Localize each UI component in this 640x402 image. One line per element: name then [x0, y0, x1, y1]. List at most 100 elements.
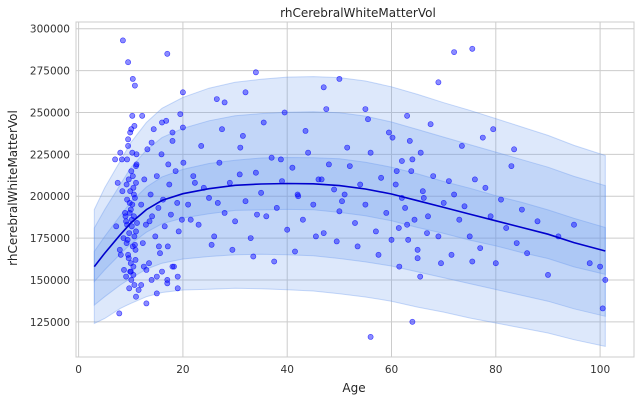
- data-point: [116, 310, 123, 317]
- data-point: [339, 198, 345, 205]
- data-point: [295, 193, 302, 200]
- data-point: [175, 228, 182, 235]
- data-point: [148, 276, 155, 283]
- data-point: [367, 149, 374, 156]
- data-point: [398, 158, 405, 164]
- data-point: [427, 121, 434, 128]
- data-point: [152, 233, 159, 240]
- data-point: [477, 245, 484, 251]
- data-point: [153, 173, 160, 179]
- data-point: [519, 206, 525, 213]
- data-point: [310, 201, 317, 208]
- data-point: [141, 176, 148, 183]
- data-point: [237, 144, 244, 151]
- data-point: [158, 151, 165, 158]
- data-point: [119, 188, 126, 195]
- data-point: [424, 230, 430, 236]
- data-point: [254, 211, 260, 218]
- data-point: [121, 266, 127, 273]
- y-tick-label: 275000: [30, 66, 70, 78]
- scatter-points: [112, 37, 609, 340]
- data-point: [430, 173, 437, 179]
- data-point: [114, 179, 121, 186]
- data-point: [393, 168, 400, 174]
- data-point: [166, 181, 173, 188]
- data-point: [438, 260, 444, 267]
- data-point: [352, 220, 358, 226]
- data-point: [128, 168, 135, 174]
- data-point: [524, 250, 530, 257]
- data-point: [131, 233, 138, 240]
- data-point: [411, 216, 418, 223]
- data-point: [127, 268, 134, 275]
- data-point: [258, 189, 264, 196]
- data-point: [331, 186, 337, 193]
- data-point: [190, 173, 197, 179]
- data-point: [127, 129, 134, 136]
- data-point: [163, 117, 170, 124]
- data-point: [362, 106, 369, 112]
- x-axis-label: Age: [342, 381, 365, 395]
- data-point: [252, 169, 259, 176]
- data-point: [132, 256, 139, 263]
- data-point: [341, 191, 348, 198]
- data-point: [139, 240, 146, 246]
- y-tick-label: 150000: [30, 275, 70, 287]
- data-point: [214, 199, 221, 206]
- data-point: [409, 318, 416, 325]
- data-point: [336, 208, 343, 215]
- data-point: [117, 251, 124, 258]
- data-point: [164, 280, 171, 287]
- band-95pct: [93, 76, 606, 348]
- data-point: [125, 142, 132, 149]
- x-tick-label: 80: [489, 364, 502, 376]
- data-point: [172, 168, 179, 174]
- data-point: [146, 260, 152, 267]
- data-point: [404, 112, 410, 119]
- data-point: [153, 273, 160, 280]
- mean-curve: [93, 182, 606, 268]
- data-point: [129, 76, 136, 82]
- data-point: [372, 228, 379, 235]
- data-point: [159, 119, 165, 126]
- data-point: [571, 221, 577, 228]
- data-point: [277, 156, 284, 163]
- data-point: [503, 225, 510, 231]
- data-point: [174, 199, 181, 206]
- data-point: [133, 163, 139, 169]
- grid: [76, 22, 634, 357]
- data-point: [164, 243, 171, 250]
- data-point: [492, 260, 499, 267]
- data-point: [312, 233, 319, 240]
- data-point: [479, 134, 486, 141]
- data-point: [134, 220, 140, 226]
- y-axis-label: rhCerebralWhiteMatterVol: [6, 110, 20, 266]
- data-point: [174, 285, 181, 292]
- data-point: [320, 84, 327, 91]
- data-point: [140, 263, 147, 270]
- data-point: [133, 151, 140, 158]
- data-point: [138, 282, 145, 288]
- data-point: [219, 126, 225, 133]
- y-tick-labels: 125000 150000 175000 200000 225000 250000 2750…: [30, 24, 70, 329]
- data-point: [131, 194, 138, 201]
- data-point: [216, 159, 223, 166]
- data-point: [128, 276, 135, 283]
- data-point: [388, 236, 395, 243]
- data-point: [357, 181, 364, 188]
- data-point: [425, 213, 431, 220]
- data-point: [273, 204, 280, 211]
- data-point: [165, 161, 172, 168]
- data-point: [336, 76, 343, 82]
- data-point: [159, 268, 165, 275]
- data-point: [148, 139, 155, 146]
- data-point: [221, 209, 228, 216]
- data-point: [305, 149, 311, 156]
- data-point: [242, 198, 249, 205]
- data-point: [417, 273, 424, 280]
- data-point: [346, 163, 353, 169]
- data-point: [144, 146, 151, 153]
- data-point: [191, 179, 198, 186]
